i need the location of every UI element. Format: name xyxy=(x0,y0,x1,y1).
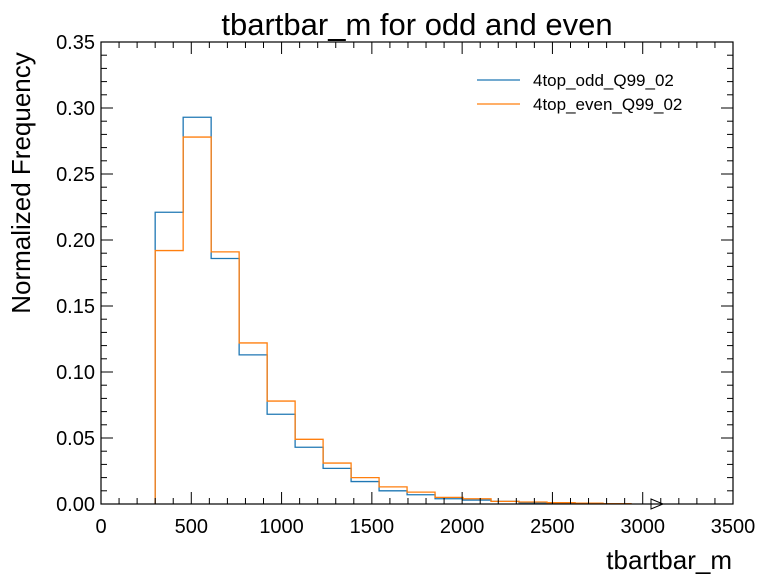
series-2-step-line xyxy=(154,136,632,505)
legend-label: 4top_even_Q99_02 xyxy=(533,95,682,114)
y-tick-label: 0.25 xyxy=(56,164,95,186)
series-1-step-line xyxy=(154,116,632,505)
x-tick-label: 0 xyxy=(95,516,106,538)
x-tick-label: 1500 xyxy=(350,516,395,538)
x-tick-label: 3000 xyxy=(620,516,665,538)
y-tick-label: 0.30 xyxy=(56,98,95,120)
legend-label: 4top_odd_Q99_02 xyxy=(533,71,674,90)
y-tick-label: 0.10 xyxy=(56,362,95,384)
y-tick-label: 0.00 xyxy=(56,494,95,516)
y-tick-label: 0.15 xyxy=(56,296,95,318)
ticks-layer: 0 500 1000 1500 2000 2500 3000 3500 0.00 0.05 0.10… xyxy=(56,32,755,538)
series-layer xyxy=(154,116,632,505)
y-axis-label: Normalized Frequency xyxy=(6,52,36,314)
x-tick-label: 2000 xyxy=(440,516,485,538)
y-tick-label: 0.20 xyxy=(56,230,95,252)
x-tick-label: 500 xyxy=(175,516,208,538)
overflow-arrow-marker xyxy=(650,498,665,510)
legend: 4top_odd_Q99_02 4top_even_Q99_02 xyxy=(477,71,682,114)
x-tick-label: 3500 xyxy=(711,516,756,538)
y-tick-label: 0.05 xyxy=(56,428,95,450)
x-tick-label: 1000 xyxy=(259,516,304,538)
x-tick-label: 2500 xyxy=(530,516,575,538)
chart-title: tbartbar_m for odd and even xyxy=(221,7,612,42)
x-axis-label: tbartbar_m xyxy=(606,545,732,575)
y-tick-label: 0.35 xyxy=(56,32,95,54)
plot-frame xyxy=(100,41,734,505)
